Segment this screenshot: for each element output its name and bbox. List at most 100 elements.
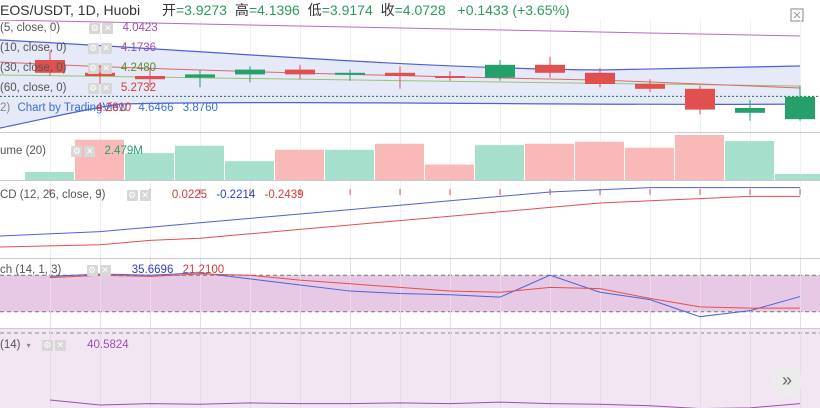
close-value: =4.0728 (394, 2, 446, 18)
macd-label: CD (12, 26, close, 9) (0, 189, 106, 201)
pane-divider[interactable] (0, 180, 820, 181)
stoch-d-line (49, 273, 800, 309)
volume-bar (75, 139, 124, 180)
close-icon[interactable]: ✕ (139, 189, 151, 201)
ma-line-long (0, 20, 801, 37)
gear-icon[interactable]: ⚙ (71, 145, 83, 157)
candle-body (635, 84, 665, 89)
volume-bar (575, 141, 624, 180)
candle-body (185, 74, 215, 78)
gear-icon[interactable]: ⚙ (87, 62, 99, 74)
volume-bar (125, 153, 174, 180)
stoch-d-value: 21.2100 (182, 264, 225, 276)
close-icon[interactable]: ✕ (99, 264, 111, 276)
volume-bar (725, 141, 774, 180)
candle-body (35, 60, 65, 73)
watermark: Chart by TradingView (17, 102, 128, 114)
stoch-label: ch (14, 1, 3) (0, 264, 62, 276)
volume-bar (475, 145, 524, 180)
rsi-band-fill (0, 329, 820, 408)
indicator-value: 5.2732 (120, 82, 157, 94)
bb-value-basis: 4.2610 (96, 102, 132, 114)
bb-values: 4.2610 4.6466 3.8760 (96, 102, 218, 114)
indicator-label: (30, close, 0) (0, 62, 67, 74)
volume-bar (25, 171, 74, 180)
stoch-k-line (49, 272, 801, 318)
candle-body (585, 72, 615, 84)
volume-bar (375, 143, 424, 180)
rsi-legend: (14) ▾ ⚙ ✕ 40.5824 (0, 339, 129, 351)
candle-body (335, 72, 365, 75)
volume-bar (525, 143, 574, 180)
stoch-legend: ch (14, 1, 3) ⚙ ✕ 35.6696 21.2100 (0, 264, 224, 276)
close-icon[interactable]: ✕ (100, 42, 112, 54)
stoch-chart[interactable] (0, 259, 820, 328)
close-icon[interactable]: ✕ (100, 62, 112, 74)
chevron-down-icon[interactable]: ▾ (26, 340, 31, 350)
volume-bar (275, 149, 324, 180)
pane-divider[interactable] (0, 132, 820, 133)
close-icon[interactable]: ✕ (84, 145, 96, 157)
symbol-title: EOS/USDT, 1D, Huobi (0, 2, 141, 18)
gear-icon[interactable]: ⚙ (87, 82, 99, 94)
bb-value-upper: 4.6466 (138, 102, 174, 114)
volume-bar (225, 161, 274, 180)
indicator-row-bb: 2) Chart by TradingView (0, 102, 127, 114)
macd-macd-line (0, 187, 800, 237)
gear-icon[interactable]: ⚙ (89, 22, 101, 34)
candle-body (235, 69, 265, 75)
gear-icon[interactable]: ⚙ (126, 189, 138, 201)
high-label: 高 (234, 2, 249, 18)
candle-body (385, 72, 415, 76)
high-value: =4.1396 (248, 2, 300, 18)
gear-icon[interactable]: ⚙ (87, 42, 99, 54)
volume-legend: ume (20) ⚙ ✕ 2.479M (0, 145, 143, 157)
volume-bar (775, 173, 820, 180)
macd-line-value: -0.2214 (216, 189, 256, 201)
close-icon[interactable]: ✕ (54, 339, 66, 351)
rsi-chart[interactable] (0, 329, 820, 408)
volume-chart[interactable] (0, 133, 820, 180)
low-value: =3.9174 (321, 2, 373, 18)
volume-bar (325, 149, 374, 180)
indicator-value: 4.2480 (120, 62, 157, 74)
double-chevron-right-icon[interactable]: » (772, 366, 802, 396)
stoch-k-value: 35.6696 (131, 264, 174, 276)
close-icon[interactable]: ✕ (100, 82, 112, 94)
candle-body (435, 76, 465, 78)
volume-bar (175, 145, 224, 180)
pane-divider[interactable] (0, 258, 820, 259)
candle-body (135, 76, 165, 80)
indicator-label: 2) (0, 102, 11, 114)
rsi-value: 40.5824 (87, 339, 129, 351)
price-chart[interactable] (0, 20, 820, 132)
close-label: 收 (380, 2, 395, 18)
symbol-header: EOS/USDT, 1D, Huobi 开=3.9273 高=4.1396 低=… (0, 0, 574, 20)
change-value: +0.1433 (+3.65%) (457, 2, 570, 18)
close-icon[interactable]: ✕ (102, 22, 114, 34)
candle-body (735, 108, 765, 113)
bollinger-lower-line (0, 101, 801, 129)
volume-label: ume (20) (0, 145, 47, 157)
candle-body (485, 64, 515, 78)
fullscreen-icon[interactable] (790, 8, 804, 22)
indicator-value: 4.0423 (122, 22, 158, 34)
volume-value: 2.479M (104, 145, 143, 157)
indicator-label: (60, close, 0) (0, 82, 67, 94)
indicator-label: (5, close, 0) (0, 22, 61, 34)
macd-legend: CD (12, 26, close, 9) ⚙ ✕ 0.0225 -0.2214 … (0, 189, 304, 201)
candle-body (785, 96, 815, 120)
macd-signal-value: -0.2439 (264, 189, 304, 201)
gear-icon[interactable]: ⚙ (86, 264, 98, 276)
gear-icon[interactable]: ⚙ (41, 339, 53, 351)
candle-body (85, 72, 115, 76)
open-value: =3.9273 (175, 2, 227, 18)
indicator-row-ma30: (30, close, 0) ⚙ ✕ 4.2480 (0, 62, 156, 74)
macd-hist-value: 0.0225 (171, 189, 208, 201)
rsi-line (49, 399, 801, 408)
pane-divider[interactable] (0, 328, 820, 329)
volume-bar (625, 147, 674, 180)
candle-body (535, 64, 565, 73)
volume-bar (675, 135, 724, 180)
indicator-row-ma60: (60, close, 0) ⚙ ✕ 5.2732 (0, 82, 156, 94)
